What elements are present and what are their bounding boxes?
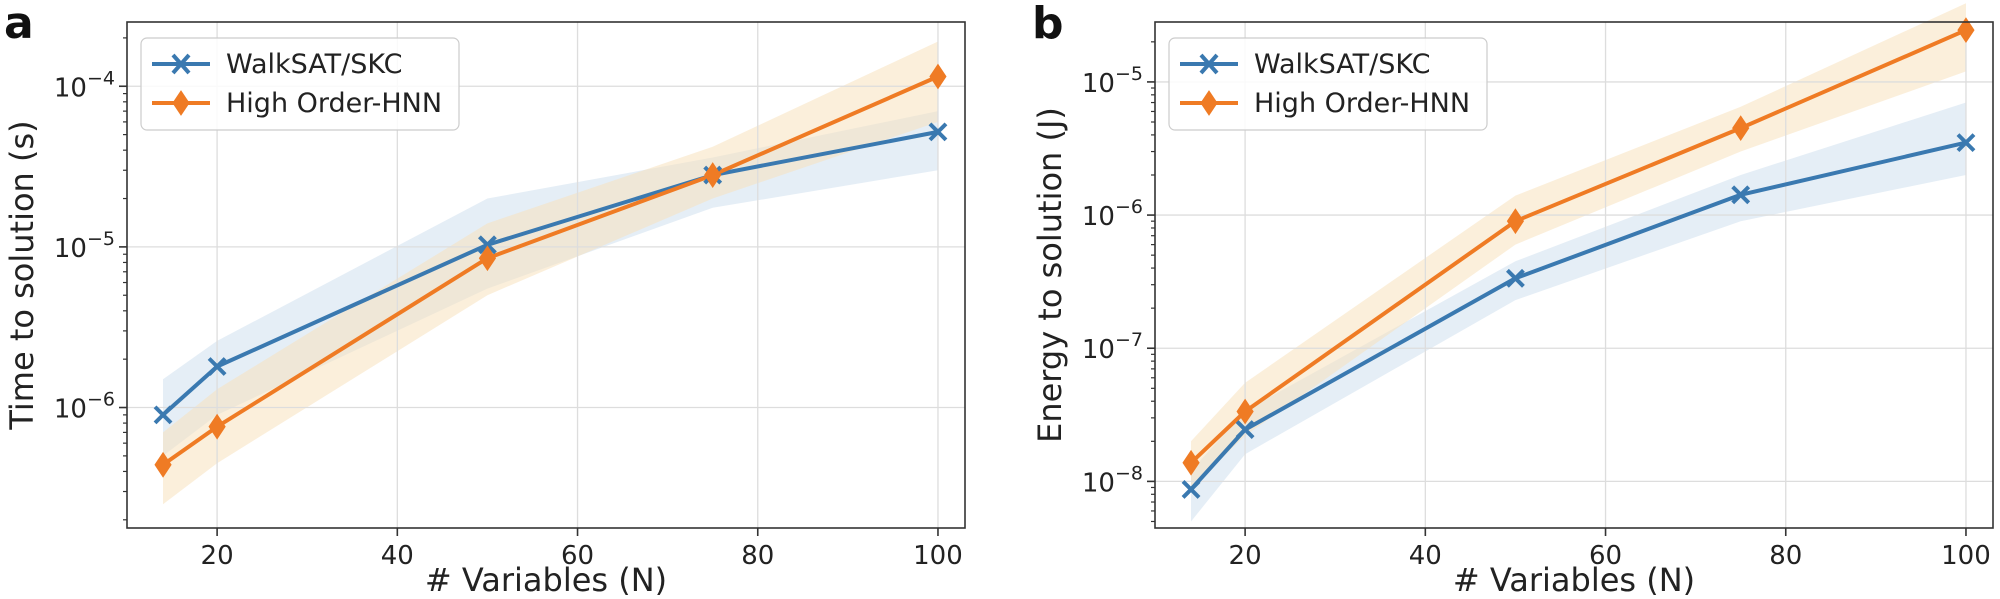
panel-b-plot-frame [1154,21,1994,529]
panel-b-legend-diamond-marker-icon [1200,90,1218,116]
panel-b-bands [1191,3,1966,522]
panel-b-legend-label-walksat: WalkSAT/SKC [1254,49,1430,80]
panel-a-y-ticks: 10−6 10−5 10−4 [54,37,127,521]
panel-b-y-tick-label: 10−8 [1082,462,1143,498]
panel-a-y-tick-exponent: −4 [87,67,115,89]
panel-b-y-tick-exponent: −7 [1115,329,1143,351]
panel-a-marker-diamond-point [208,413,226,440]
panel-b-y-tick-label: 10−5 [1082,63,1143,99]
panel-a-x-axis-label: # Variables (N) [425,561,667,599]
panel-a-marker-diamond-point [154,451,172,478]
panel-b-marker-diamond-point [1506,208,1525,235]
panel-b-x-axis-label: # Variables (N) [1453,561,1695,599]
panel-a-marker-x-point [928,122,948,142]
panel-a-marker-x-point [207,357,227,376]
panel-a: a 20 40 60 80 100 10−6 10−5 10−4 # Variables (… [3,0,966,599]
panel-b-x-tick-label: 100 [1941,541,1991,571]
panel-b-y-tick-exponent: −5 [1115,63,1143,85]
panel-b-band-series-0 [1191,102,1966,522]
panel-a-x-tick-label: 40 [381,541,414,571]
panel-b: b 20 40 60 80 100 10−8 10−7 10−6 10−5 # Variabl… [1031,0,1994,599]
panel-a-y-tick-label: 10−4 [54,67,115,103]
panel-a-label: a [4,0,34,49]
panel-b-y-tick-exponent: −8 [1115,462,1143,484]
panel-a-x-tick-label: 80 [741,541,774,571]
panel-b-x-tick-label: 20 [1229,541,1262,571]
panel-a-band-series-1 [163,41,938,505]
panel-a-y-tick-label: 10−5 [54,228,115,264]
panel-a-x-tick-label: 20 [201,541,234,571]
panel-b-band-series-1 [1191,3,1966,488]
panel-b-x-ticks: 20 40 60 80 100 [1229,528,1991,571]
panel-b-y-axis-label: Energy to solution (J) [1031,107,1069,443]
panel-b-y-tick-exponent: −6 [1115,196,1143,218]
panel-a-bands [163,41,938,505]
panel-b-legend-label-hnn: High Order-HNN [1254,88,1470,119]
panel-b-legend: WalkSAT/SKC High Order-HNN [1168,37,1488,131]
panel-b-x-tick-label: 60 [1589,541,1622,571]
panel-a-gridlines [127,22,965,528]
panel-b-marker-diamond-point [1957,17,1975,44]
panel-b-markers [1181,17,1976,499]
panel-b-legend-box [1168,37,1488,131]
panel-a-y-axis-label: Time to solution (s) [3,120,41,430]
panel-b-x-tick-label: 80 [1769,541,1802,571]
panel-a-x-ticks: 20 40 60 80 100 [201,528,963,571]
panel-a-y-tick-exponent: −5 [87,228,115,250]
panel-a-marker-x-point [478,235,497,255]
panel-a-legend-x-marker-icon [171,53,191,75]
panel-b-marker-x-point [1956,133,1976,153]
panel-b-marker-diamond-point [1732,115,1750,142]
panel-b-x-tick-label: 40 [1409,541,1442,571]
panel-a-legend-label-hnn: High Order-HNN [226,88,442,119]
panel-b-marker-x-point [1731,185,1751,205]
panel-a-legend: WalkSAT/SKC High Order-HNN [140,37,460,131]
panel-a-marker-diamond-point [704,162,722,188]
panel-b-y-tick-label: 10−7 [1082,329,1143,365]
panel-b-marker-diamond-point [1182,449,1200,476]
panel-b-marker-x-point [1181,480,1201,499]
panel-a-y-tick-label: 10−6 [54,389,115,425]
panel-a-legend-box [140,37,460,131]
panel-b-y-ticks: 10−8 10−7 10−6 10−5 [1082,41,1155,523]
panel-b-marker-diamond-point [1236,398,1254,425]
panel-a-marker-x-point [153,405,173,425]
panel-b-y-tick-label: 10−6 [1082,196,1143,232]
panel-a-x-tick-label: 60 [561,541,594,571]
panel-a-legend-diamond-marker-icon [172,90,190,116]
panel-a-plot-frame [126,21,966,529]
panel-a-band-series-0 [163,111,938,456]
panel-b-marker-x-point [1235,420,1255,439]
panel-a-markers [153,63,948,478]
panel-a-legend-label-walksat: WalkSAT/SKC [226,49,402,80]
panel-a-x-tick-label: 100 [913,541,963,571]
panel-b-legend-x-marker-icon [1199,53,1219,75]
panel-b-label: b [1032,0,1064,49]
panel-b-marker-x-point [1506,268,1525,288]
panel-a-marker-diamond-point [929,63,947,90]
panel-a-marker-diamond-point [478,245,497,272]
panel-a-y-tick-exponent: −6 [87,389,115,411]
